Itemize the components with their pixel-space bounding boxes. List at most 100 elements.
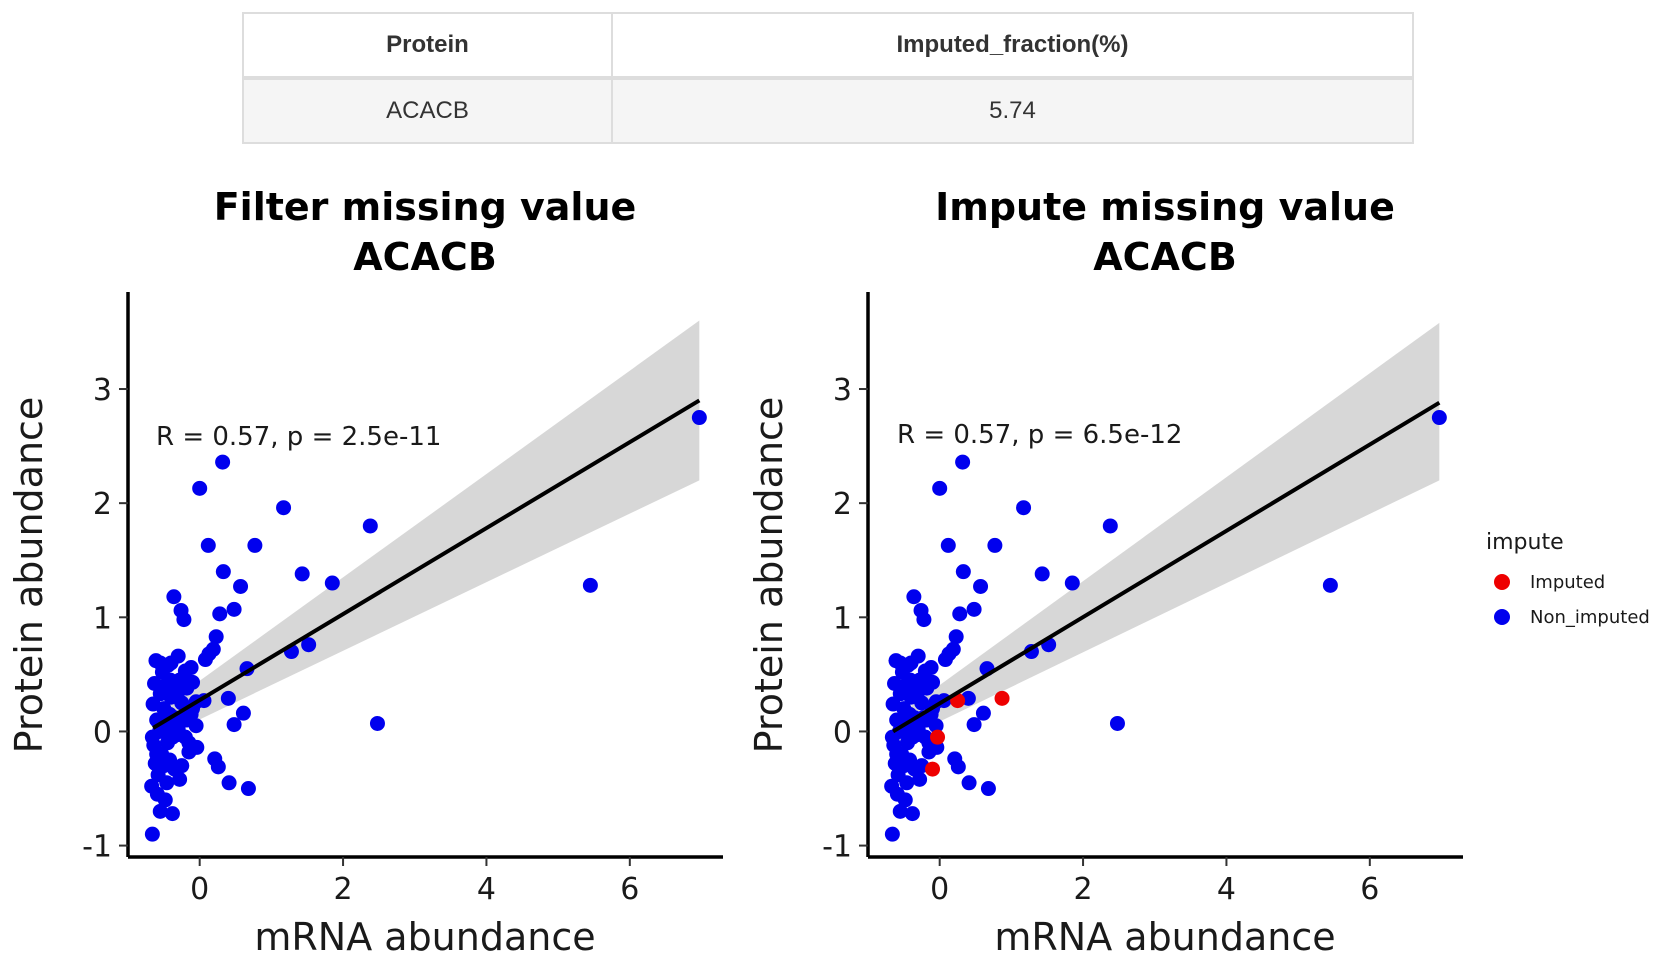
correlation-annotation: R = 0.57, p = 2.5e-11 bbox=[156, 422, 441, 452]
legend-title: impute bbox=[1486, 530, 1564, 555]
data-point-non-imputed bbox=[1034, 566, 1050, 582]
y-tick-label: 0 bbox=[833, 715, 852, 750]
data-point bbox=[144, 778, 160, 794]
data-point bbox=[192, 480, 208, 496]
fit-line-layer bbox=[152, 398, 701, 730]
y-tick-label: 0 bbox=[93, 715, 112, 750]
chart-title-line-1: Impute missing value bbox=[935, 185, 1395, 229]
y-axis-label: Protein abundance bbox=[7, 397, 51, 754]
data-point-imputed bbox=[930, 729, 946, 745]
data-point-non-imputed bbox=[955, 454, 971, 470]
data-point bbox=[188, 718, 204, 734]
legend: impute Imputed Non_imputed bbox=[1486, 530, 1650, 628]
data-point bbox=[149, 746, 165, 762]
data-point bbox=[172, 672, 188, 688]
data-point bbox=[208, 629, 224, 645]
x-tick-label: 4 bbox=[477, 872, 496, 907]
data-point-non-imputed bbox=[973, 578, 989, 594]
table-header-imputed-fraction: Imputed_fraction(%) bbox=[611, 12, 1414, 80]
data-point-non-imputed bbox=[1109, 715, 1125, 731]
y-tick-label: -1 bbox=[822, 830, 852, 865]
fit-line-layer bbox=[892, 401, 1441, 734]
legend-label-imputed: Imputed bbox=[1530, 572, 1605, 593]
data-point bbox=[163, 655, 179, 671]
data-point bbox=[200, 537, 216, 553]
data-point-non-imputed bbox=[1431, 410, 1447, 426]
data-point bbox=[173, 602, 189, 618]
data-point-non-imputed bbox=[948, 629, 964, 645]
axes-layer: 0 2 4 6 -1 0 1 2 3 bbox=[822, 292, 1463, 907]
data-point bbox=[212, 606, 228, 622]
confidence-band bbox=[153, 320, 700, 742]
data-point bbox=[183, 706, 199, 722]
data-point-non-imputed bbox=[921, 744, 937, 760]
data-point-non-imputed bbox=[952, 606, 968, 622]
data-point bbox=[301, 637, 317, 653]
data-point-non-imputed bbox=[932, 480, 948, 496]
data-point-non-imputed bbox=[889, 746, 905, 762]
data-point bbox=[582, 577, 598, 593]
x-tick-label: 4 bbox=[1217, 872, 1236, 907]
data-point bbox=[197, 652, 213, 668]
data-point bbox=[233, 578, 249, 594]
regression-line bbox=[892, 401, 1441, 734]
data-point-non-imputed bbox=[884, 729, 900, 745]
data-point-non-imputed bbox=[910, 721, 926, 737]
data-point bbox=[369, 715, 385, 731]
regression-line bbox=[152, 398, 701, 730]
data-point-imputed bbox=[994, 690, 1010, 706]
x-tick-label: 2 bbox=[334, 872, 353, 907]
data-point bbox=[144, 826, 160, 842]
data-point bbox=[166, 589, 182, 605]
data-point bbox=[181, 744, 197, 760]
y-tick-label: 1 bbox=[833, 601, 852, 636]
x-axis-label: mRNA abundance bbox=[254, 915, 595, 959]
data-point bbox=[170, 721, 186, 737]
data-point bbox=[145, 696, 161, 712]
y-tick-label: 1 bbox=[93, 601, 112, 636]
data-point-non-imputed bbox=[1016, 500, 1032, 516]
chart-title-line-2: ACACB bbox=[353, 235, 497, 279]
data-point bbox=[144, 729, 160, 745]
legend-swatch-imputed bbox=[1494, 574, 1510, 590]
data-point bbox=[215, 564, 231, 580]
axes-layer: 0 2 4 6 -1 0 1 2 3 bbox=[82, 292, 723, 907]
data-point-non-imputed bbox=[966, 717, 982, 733]
data-point-non-imputed bbox=[892, 803, 908, 819]
data-point bbox=[221, 775, 237, 791]
data-point-non-imputed bbox=[955, 564, 971, 580]
data-point bbox=[294, 566, 310, 582]
data-point bbox=[220, 690, 236, 706]
x-tick-label: 6 bbox=[1360, 872, 1379, 907]
chart-title-line-1: Filter missing value bbox=[214, 185, 637, 229]
data-point-non-imputed bbox=[906, 589, 922, 605]
data-point bbox=[247, 537, 263, 553]
correlation-annotation: R = 0.57, p = 6.5e-12 bbox=[897, 420, 1182, 450]
data-point-non-imputed bbox=[885, 696, 901, 712]
data-point-imputed bbox=[925, 761, 941, 777]
data-point-non-imputed bbox=[892, 655, 908, 671]
data-point bbox=[164, 806, 180, 822]
x-tick-label: 0 bbox=[930, 872, 949, 907]
data-point-non-imputed bbox=[913, 602, 929, 618]
y-tick-label: 2 bbox=[833, 487, 852, 522]
y-axis-label: Protein abundance bbox=[747, 397, 791, 754]
data-point bbox=[152, 655, 168, 671]
data-point bbox=[276, 500, 292, 516]
x-axis-label: mRNA abundance bbox=[994, 915, 1335, 959]
data-point-non-imputed bbox=[940, 537, 956, 553]
data-point bbox=[157, 678, 173, 694]
data-point-non-imputed bbox=[980, 781, 996, 797]
data-point bbox=[240, 781, 256, 797]
table-cell-protein: ACACB bbox=[242, 77, 613, 144]
table-row: ACACB 5.74 bbox=[242, 77, 1414, 144]
confidence-band-layer bbox=[153, 320, 700, 742]
data-point-non-imputed bbox=[884, 826, 900, 842]
chart-panel-filter: Filter missing value ACACB R = 0.57, p =… bbox=[7, 185, 723, 959]
imputation-summary-table: Protein Imputed_fraction(%) ACACB 5.74 bbox=[242, 12, 1414, 144]
y-tick-label: 3 bbox=[833, 373, 852, 408]
data-point-non-imputed bbox=[904, 806, 920, 822]
data-point-non-imputed bbox=[937, 652, 953, 668]
y-tick-label: -1 bbox=[82, 830, 112, 865]
points-layer bbox=[144, 410, 707, 842]
